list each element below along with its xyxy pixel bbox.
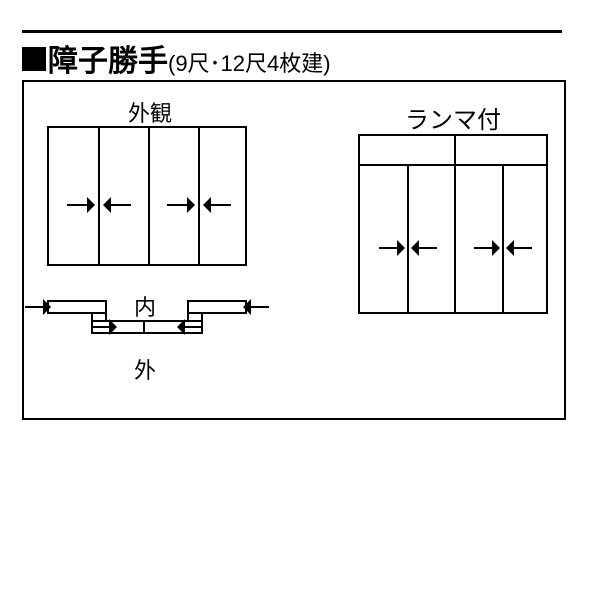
panel-divider [198, 128, 200, 264]
label-soto: 外 [130, 353, 160, 385]
arrow-left-icon [243, 299, 269, 315]
transom-view [358, 134, 548, 314]
track-segment [187, 300, 247, 314]
panel-divider [502, 164, 504, 312]
panel-divider [407, 164, 409, 312]
label-gaikan: 外観 [120, 96, 180, 128]
title-sub: (9尺･12尺4枚建) [168, 46, 331, 78]
plan-view [47, 300, 247, 354]
arrow-right-icon [379, 240, 405, 256]
transom-divider [360, 164, 546, 166]
arrow-right-icon [67, 197, 95, 213]
arrow-right-icon [474, 240, 500, 256]
top-rule [22, 30, 562, 33]
arrow-left-icon [177, 319, 203, 335]
title-bar: 障子勝手 (9尺･12尺4枚建) [22, 36, 331, 80]
panel-divider [98, 128, 100, 264]
panel-divider [148, 128, 150, 264]
arrow-left-icon [203, 197, 231, 213]
diagram-container: 障子勝手 (9尺･12尺4枚建) 外観 ランマ付 内 外 [0, 0, 600, 600]
front-view [47, 126, 247, 266]
panel-divider [454, 136, 456, 312]
arrow-right-icon [167, 197, 195, 213]
arrow-left-icon [411, 240, 437, 256]
track-segment [47, 300, 107, 314]
label-ranma: ランマ付 [398, 100, 508, 135]
arrow-left-icon [103, 197, 131, 213]
title-main: 障子勝手 [48, 36, 168, 80]
arrow-left-icon [506, 240, 532, 256]
arrow-right-icon [91, 319, 117, 335]
arrow-right-icon [25, 299, 51, 315]
title-marker [22, 47, 46, 71]
